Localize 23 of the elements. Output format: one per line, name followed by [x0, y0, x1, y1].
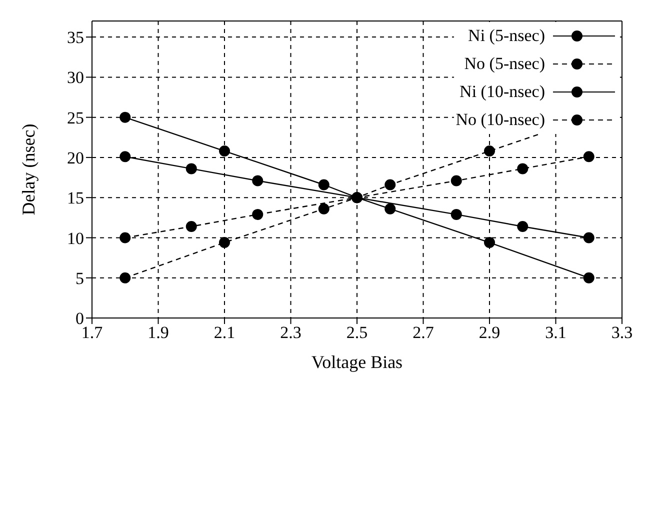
legend-label: No (10-nsec) [456, 110, 545, 130]
legend-label: No (5-nsec) [464, 54, 545, 74]
y-tick-label: 0 [76, 309, 84, 328]
y-tick-label: 10 [67, 228, 84, 248]
x-tick-label: 2.5 [346, 323, 368, 342]
y-tick-label: 25 [67, 108, 84, 128]
legend-label: Ni (10-nsec) [460, 82, 545, 102]
y-axis-title: Delay (nsec) [18, 124, 38, 216]
x-tick-label: 3.1 [545, 323, 566, 342]
x-tick-label: 2.9 [478, 323, 500, 342]
y-tick-label: 20 [67, 148, 84, 168]
x-tick-label: 2.3 [280, 323, 302, 342]
y-tick-label: 35 [67, 28, 84, 48]
legend-label: Ni (5-nsec) [468, 26, 545, 46]
y-tick-label: 5 [76, 268, 84, 288]
x-axis-title: Voltage Bias [311, 352, 403, 372]
x-tick-label: 2.7 [412, 323, 434, 342]
x-tick-label: 1.7 [81, 323, 104, 342]
y-tick-label: 15 [67, 188, 84, 208]
x-tick-label: 3.3 [611, 323, 633, 342]
x-tick-label: 1.9 [148, 323, 169, 342]
x-tick-label: 2.1 [214, 323, 236, 342]
y-tick-label: 30 [67, 68, 84, 88]
